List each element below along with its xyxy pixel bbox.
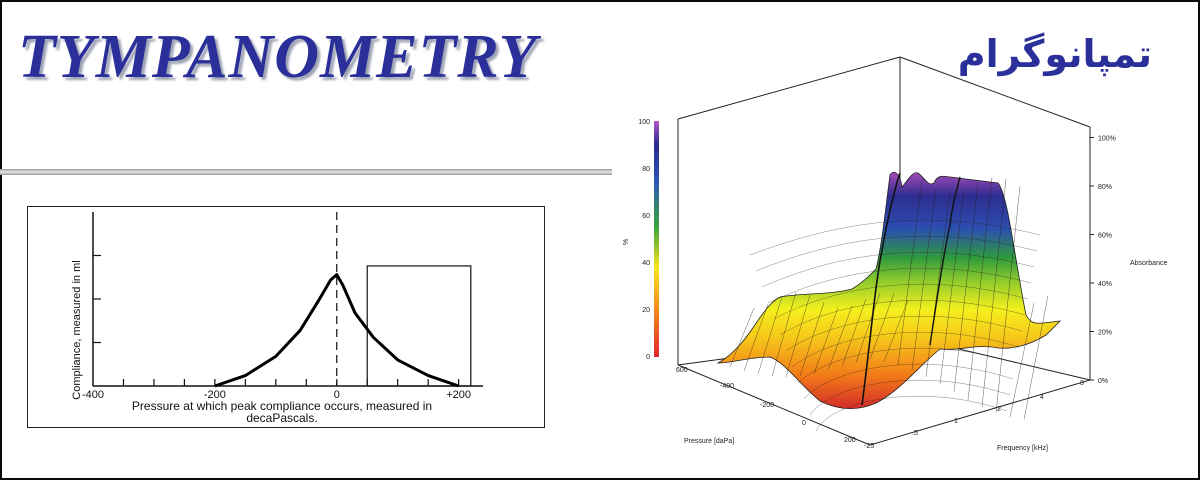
tympanogram-2d-chart: -400 -200 0 +200 Compliance, measured in ml… [71, 212, 483, 425]
pressure-axis-label: Pressure [daPa] [684, 438, 734, 445]
frequency-tick-label: -25 [864, 443, 874, 450]
pressure-tick-label: 200 [844, 437, 856, 444]
surface-mesh-line [911, 188, 937, 371]
colorbar-tick-label: 60 [642, 213, 650, 220]
colorbar-tick-label: 100 [638, 119, 650, 126]
frequency-tick-label: 2 [997, 406, 1001, 413]
surface-mesh-line [897, 180, 923, 366]
surface-mesh-line [797, 347, 1017, 384]
surface-mesh-line [981, 178, 1007, 407]
colorbar [654, 121, 659, 357]
surface-mesh-line [773, 283, 1029, 320]
surface-mesh-line [803, 363, 1014, 400]
surface-ridge [861, 172, 901, 406]
surface-mesh-line [791, 331, 1020, 368]
surface-fill [716, 171, 1062, 410]
frequency-axis-label: Frequency [kHz] [997, 445, 1048, 452]
surface-mesh-line [785, 294, 811, 378]
slide-title: TYMPANOMETRY [18, 23, 538, 91]
absorbance-label: Absorbance [1130, 260, 1167, 267]
frequency-tick-label: 1 [954, 418, 958, 425]
surface-mesh-line [779, 299, 1026, 336]
surface-mesh-line [939, 190, 965, 385]
surface-mesh-line [743, 304, 769, 371]
frequency-tick-label: 4 [1040, 394, 1044, 401]
absorbance-tick-label: 60% [1098, 233, 1112, 240]
x-axis-label-line2: decaPascals. [246, 411, 317, 425]
surface-mesh-line [1023, 295, 1049, 420]
absorbance-tick-label: 40% [1098, 281, 1112, 288]
pressure-tick-label: 600 [676, 367, 688, 374]
surface-mesh-line [757, 296, 783, 375]
normal-range-box [366, 265, 472, 387]
x-tick-label: +200 [446, 389, 471, 401]
surface-mesh-line [767, 267, 1032, 304]
surface-mesh-line [925, 192, 951, 377]
surface-mesh-line [855, 292, 881, 363]
title-divider [0, 169, 612, 175]
surface-mesh-line [771, 292, 797, 377]
x-axis-label-line1: Pressure at which peak compliance occurs… [132, 399, 432, 413]
surface-mesh-line [729, 307, 755, 368]
pressure-tick-label: -200 [760, 402, 774, 409]
colorbar-label: % [623, 239, 630, 245]
surface-mesh-line [813, 307, 839, 374]
surface-mesh-line [799, 302, 825, 377]
absorbance-surface [716, 171, 1062, 432]
pressure-tick-label: 0 [802, 420, 806, 427]
absorbance-tick-label: 80% [1098, 184, 1112, 191]
surface-mesh-line [749, 219, 1041, 256]
surface-mesh-line [785, 315, 1023, 352]
surface-mesh-line [827, 305, 853, 371]
x-tick-label: -200 [204, 389, 226, 401]
y-axis-label: Compliance, measured in ml [71, 260, 83, 399]
absorbance-tick-label: 100% [1098, 136, 1116, 143]
colorbar-tick-label: 0 [646, 354, 650, 361]
x-tick-label: 0 [334, 389, 340, 401]
surface-mesh-line [815, 395, 1008, 432]
x-tick-label: -400 [82, 389, 104, 401]
pressure-tick-label: -400 [720, 383, 734, 390]
surface-mesh-line [995, 186, 1021, 413]
surface-mesh-line [1009, 303, 1035, 417]
surface-mesh-line [755, 235, 1038, 272]
surface-mesh-line [869, 293, 895, 360]
compliance-curve [214, 273, 460, 388]
absorbance-tick-label: 20% [1098, 330, 1112, 337]
colorbar-tick-label: 40 [642, 260, 650, 267]
colorbar-tick-label: 20 [642, 307, 650, 314]
persian-title: تمپانوگرام [957, 32, 1152, 76]
absorbance-tick-label: 0% [1098, 378, 1108, 385]
surface-mesh-line [809, 379, 1011, 416]
colorbar-tick-label: 80 [642, 166, 650, 173]
frequency-tick-label: .5 [912, 430, 918, 437]
frequency-tick-label: 8 [1080, 380, 1084, 387]
tympanogram-chart-box [27, 206, 545, 428]
surface-ridge [929, 176, 961, 346]
